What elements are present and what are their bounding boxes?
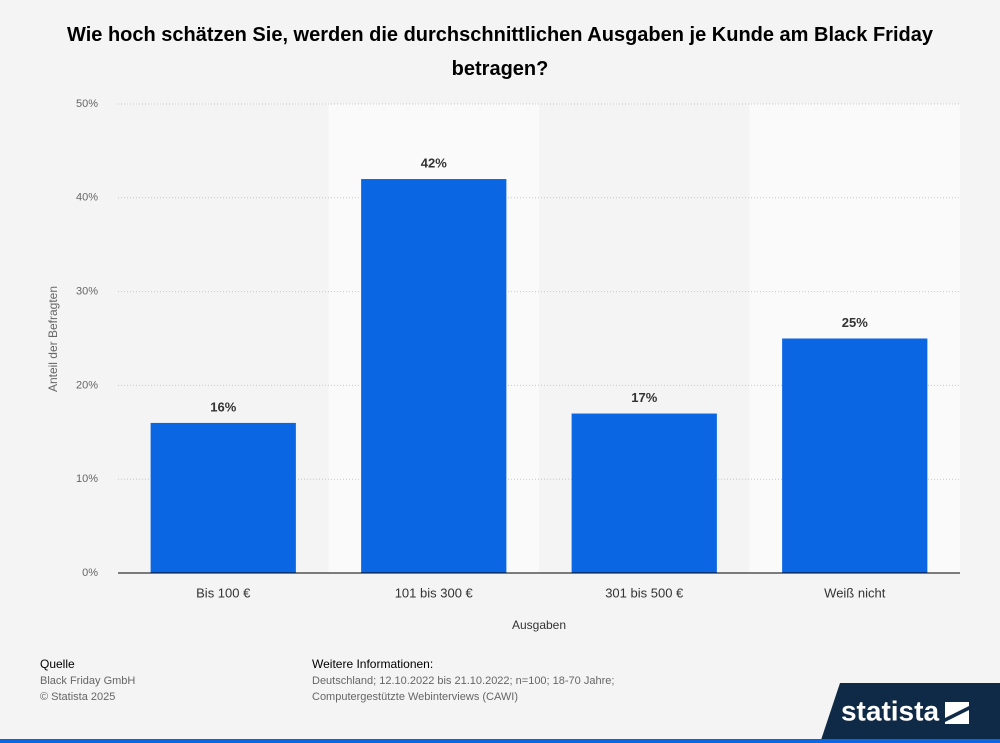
- value-label: 42%: [421, 155, 447, 170]
- bar: [150, 422, 296, 573]
- x-tick-label: 301 bis 500 €: [605, 585, 684, 600]
- bottom-stripe: [0, 739, 1000, 743]
- source: Black Friday GmbH: [40, 675, 136, 687]
- brand-logo: statista: [841, 695, 939, 726]
- brand-icon: [945, 702, 969, 724]
- chart-title: Wie hoch schätzen Sie, werden die durchs…: [67, 24, 933, 80]
- y-tick-label: 30%: [76, 286, 98, 298]
- bar: [571, 413, 717, 573]
- info-line: Deutschland; 12.10.2022 bis 21.10.2022; …: [312, 675, 615, 687]
- value-label: 17%: [631, 390, 657, 405]
- bar: [782, 338, 928, 573]
- y-tick-label: 10%: [76, 473, 98, 485]
- x-axis-label: Ausgaben: [512, 618, 566, 632]
- info-block: Weitere Informationen: Deutschland; 12.1…: [312, 656, 614, 705]
- copyright: © Statista 2025: [40, 691, 116, 703]
- x-tick-label: Bis 100 €: [196, 585, 251, 600]
- y-tick-label: 0%: [82, 567, 98, 579]
- source-block: Quelle Black Friday GmbH © Statista 2025: [40, 656, 135, 705]
- info-title: Weitere Informationen:: [312, 657, 434, 671]
- brand-shape: [820, 683, 1000, 743]
- y-tick-label: 50%: [76, 98, 98, 110]
- value-label: 25%: [842, 315, 868, 330]
- info-line: Computergestützte Webinterviews (CAWI): [312, 691, 519, 703]
- value-label: 16%: [210, 399, 236, 414]
- y-tick-label: 40%: [76, 192, 98, 204]
- bar: [361, 179, 507, 574]
- y-tick-label: 20%: [76, 379, 98, 391]
- y-axis-label: Anteil der Befragten: [46, 286, 60, 392]
- source-title: Quelle: [40, 657, 75, 671]
- x-tick-label: 101 bis 300 €: [395, 585, 474, 600]
- x-tick-label: Weiß nicht: [824, 585, 886, 600]
